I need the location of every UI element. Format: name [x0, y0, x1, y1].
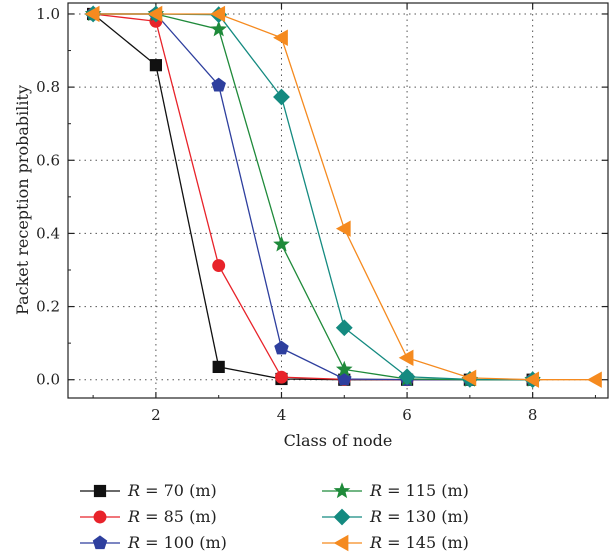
- legend-label: R = 130 (m): [369, 507, 469, 526]
- legend-label: R = 115 (m): [369, 481, 469, 500]
- x-tick-label: 2: [151, 406, 161, 424]
- legend-marker: [92, 535, 108, 550]
- data-point: [273, 88, 290, 106]
- axis-ticks: 2 4 6 8 0.0 0.2 0.4 0.6 0.8 1.0: [36, 3, 608, 424]
- data-point: [335, 360, 353, 377]
- data-point: [398, 368, 416, 386]
- data-point: [84, 5, 100, 23]
- y-axis-label: Packet reception probability: [13, 85, 32, 315]
- data-point: [587, 371, 602, 388]
- legend-rest: = 100 (m): [140, 533, 227, 552]
- legend-rest: = 70 (m): [140, 481, 217, 500]
- data-point: [274, 340, 289, 355]
- y-tick-label: 1.0: [36, 5, 60, 23]
- data-point: [212, 259, 226, 273]
- legend-var: R: [369, 533, 382, 552]
- x-tick-label: 8: [528, 406, 538, 424]
- data-point: [211, 77, 226, 92]
- data-point: [212, 360, 225, 374]
- legend-item: R = 100 (m): [80, 533, 227, 552]
- y-tick-label: 0.2: [36, 298, 60, 316]
- y-tick-label: 0.8: [36, 78, 60, 96]
- legend-item: R = 115 (m): [322, 481, 469, 500]
- legend-item: R = 85 (m): [80, 507, 217, 526]
- legend-item: R = 145 (m): [322, 533, 469, 552]
- x-axis-label: Class of node: [284, 431, 393, 450]
- legend-marker: [333, 508, 351, 526]
- data-point: [149, 59, 163, 72]
- series-0: [87, 7, 539, 386]
- legend-rest: = 130 (m): [382, 507, 469, 526]
- series-line: [93, 13, 533, 381]
- legend-label: R = 145 (m): [369, 533, 469, 552]
- data-point: [275, 370, 288, 384]
- data-point: [147, 5, 163, 23]
- legend-rest: = 145 (m): [382, 533, 469, 552]
- grid: [68, 3, 608, 398]
- data-point: [210, 5, 226, 23]
- series-5: [84, 5, 602, 388]
- legend-item: R = 70 (m): [80, 481, 217, 500]
- y-tick-label: 0.4: [36, 224, 60, 242]
- legend-var: R: [127, 481, 140, 500]
- legend-rest: = 85 (m): [140, 507, 217, 526]
- data-point: [273, 235, 290, 252]
- legend-label: R = 85 (m): [127, 507, 217, 526]
- legend-marker: [93, 484, 107, 498]
- data-point: [335, 319, 353, 337]
- legend-marker: [93, 510, 107, 524]
- data-point: [210, 20, 228, 37]
- legend-rest: = 115 (m): [382, 481, 469, 500]
- plot-area: [67, 2, 609, 399]
- data-point: [335, 220, 351, 237]
- data-point: [524, 371, 540, 388]
- y-tick-label: 0.0: [36, 371, 60, 389]
- legend-item: R = 130 (m): [322, 507, 469, 526]
- legend-marker: [333, 482, 351, 499]
- legend-var: R: [127, 507, 140, 526]
- x-tick-label: 4: [277, 406, 287, 424]
- y-tick-label: 0.6: [36, 151, 60, 169]
- legend-label: R = 100 (m): [127, 533, 227, 552]
- legend-label: R = 70 (m): [127, 481, 217, 500]
- legend-var: R: [369, 507, 382, 526]
- legend-var: R: [369, 481, 382, 500]
- legend-var: R: [127, 533, 140, 552]
- series-layer: [84, 5, 602, 389]
- data-point: [398, 349, 414, 366]
- legend: R = 70 (m)R = 85 (m)R = 100 (m)R = 115 (…: [80, 481, 469, 552]
- data-point: [273, 29, 288, 46]
- legend-marker: [333, 534, 349, 552]
- x-tick-label: 6: [402, 406, 412, 424]
- data-point: [461, 369, 477, 387]
